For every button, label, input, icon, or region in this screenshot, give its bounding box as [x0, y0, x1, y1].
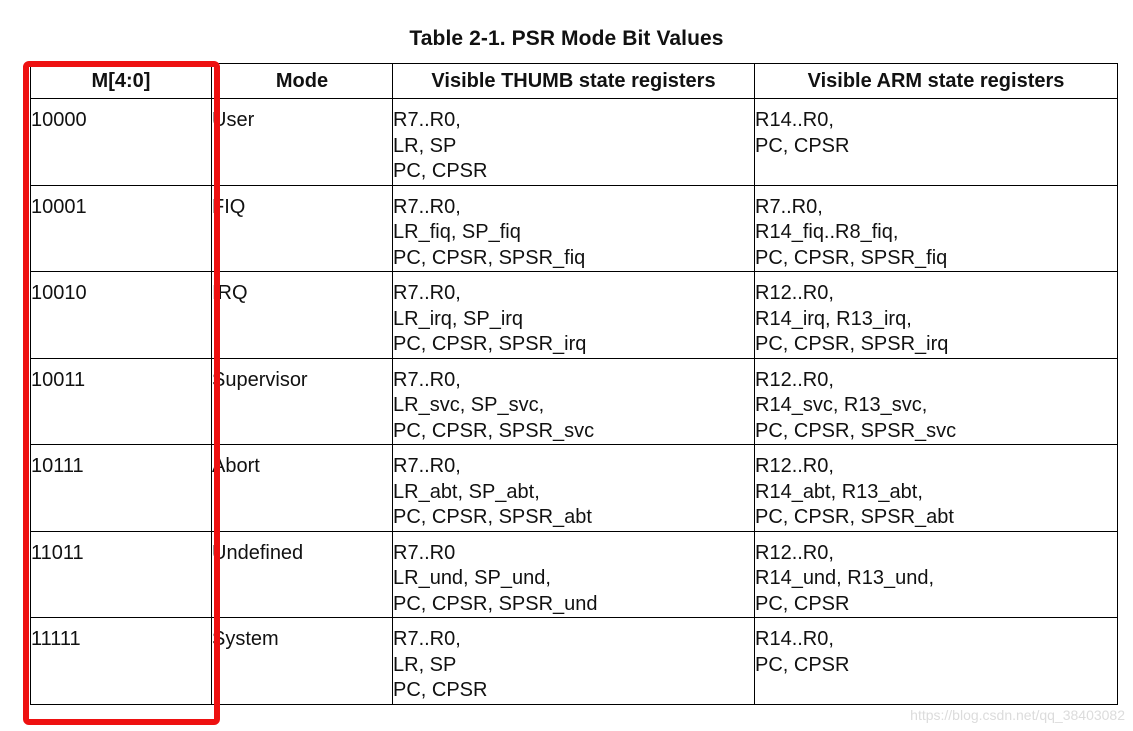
register-line: R12..R0, [755, 541, 834, 564]
register-line: R7..R0, [393, 195, 461, 218]
table-row: 11011 Undefined R7..R0 LR_und, SP_und, P… [30, 530, 1118, 618]
mode-name-cell: IRQ [211, 271, 393, 359]
register-line: PC, CPSR [393, 679, 488, 701]
table-row: 10001 FIQ R7..R0, LR_fiq, SP_fiq PC, CPS… [30, 184, 1118, 272]
register-line: R7..R0, [393, 455, 461, 477]
register-line: LR, SP [393, 134, 457, 157]
register-line: PC, CPSR, SPSR_svc [755, 419, 957, 442]
mode-bits-cell: 10001 [30, 184, 212, 272]
register-line: R7..R0 [393, 541, 456, 564]
register-line: R14_abt, R13_abt, [755, 480, 923, 503]
thumb-registers-cell: R7..R0, LR, SP PC, CPSR [392, 98, 755, 186]
register-line: R14_fiq..R8_fiq, [755, 221, 899, 243]
register-line: R14_svc, R13_svc, [755, 394, 928, 416]
table-row: 10111 Abort R7..R0, LR_abt, SP_abt, PC, … [30, 444, 1118, 532]
arm-registers-cell: R12..R0, R14_abt, R13_abt, PC, CPSR, SPS… [754, 444, 1118, 532]
thumb-registers-cell: R7..R0, LR_abt, SP_abt, PC, CPSR, SPSR_a… [392, 444, 755, 532]
table-row: 10011 Supervisor R7..R0, LR_svc, SP_svc,… [30, 357, 1118, 445]
register-line: PC, CPSR [755, 653, 850, 676]
table-row: 10010 IRQ R7..R0, LR_irq, SP_irq PC, CPS… [30, 271, 1118, 359]
arm-registers-cell: R12..R0, R14_und, R13_und, PC, CPSR [754, 530, 1118, 618]
table-row: 11111 System R7..R0, LR, SP PC, CPSR R14… [30, 617, 1118, 705]
mode-bits-cell: 10011 [30, 357, 212, 445]
register-line: PC, CPSR, SPSR_irq [393, 333, 587, 355]
register-line: PC, CPSR, SPSR_fiq [755, 246, 948, 269]
psr-mode-table: M[4:0] Mode Visible THUMB state register… [30, 63, 1118, 705]
mode-bits-cell: 11111 [30, 617, 212, 705]
register-line: R12..R0, [755, 282, 834, 304]
register-line: PC, CPSR, SPSR_irq [755, 333, 949, 355]
arm-registers-cell: R12..R0, R14_svc, R13_svc, PC, CPSR, SPS… [754, 357, 1118, 445]
thumb-registers-cell: R7..R0 LR_und, SP_und, PC, CPSR, SPSR_un… [392, 530, 755, 618]
register-line: R14..R0, [755, 628, 834, 650]
thumb-registers-cell: R7..R0, LR, SP PC, CPSR [392, 617, 755, 705]
header-arm-registers: Visible ARM state registers [754, 63, 1118, 99]
mode-name-cell: Supervisor [211, 357, 393, 445]
register-line: PC, CPSR, SPSR_svc [393, 419, 595, 442]
header-mode: Mode [211, 63, 393, 99]
table-header-row: M[4:0] Mode Visible THUMB state register… [30, 63, 1118, 99]
register-line: R7..R0, [755, 195, 823, 218]
thumb-registers-cell: R7..R0, LR_fiq, SP_fiq PC, CPSR, SPSR_fi… [392, 184, 755, 272]
header-thumb-registers: Visible THUMB state registers [392, 63, 755, 99]
mode-bits-cell: 10000 [30, 98, 212, 186]
arm-registers-cell: R14..R0, PC, CPSR [754, 98, 1118, 186]
register-line: PC, CPSR, SPSR_und [393, 592, 598, 615]
mode-name-cell: User [211, 98, 393, 186]
mode-name-cell: FIQ [211, 184, 393, 272]
table-title: Table 2-1. PSR Mode Bit Values [409, 27, 724, 50]
register-line: LR_svc, SP_svc, [393, 394, 545, 416]
mode-name-cell: Undefined [211, 530, 393, 618]
arm-registers-cell: R12..R0, R14_irq, R13_irq, PC, CPSR, SPS… [754, 271, 1118, 359]
header-mode-bits: M[4:0] [30, 63, 212, 99]
register-line: R12..R0, [755, 455, 834, 477]
register-line: LR_fiq, SP_fiq [393, 221, 521, 243]
mode-bits-cell: 11011 [30, 530, 212, 618]
register-line: R12..R0, [755, 368, 834, 391]
mode-name-cell: Abort [211, 444, 393, 532]
register-line: PC, CPSR [393, 160, 488, 182]
table-row: 10000 User R7..R0, LR, SP PC, CPSR R14..… [30, 98, 1118, 186]
register-line: R7..R0, [393, 109, 461, 131]
register-line: R7..R0, [393, 628, 461, 650]
register-line: PC, CPSR, SPSR_abt [755, 506, 954, 528]
register-line: R14_und, R13_und, [755, 567, 935, 589]
register-line: R7..R0, [393, 282, 461, 304]
register-line: PC, CPSR [755, 592, 850, 615]
register-line: PC, CPSR, SPSR_fiq [393, 246, 586, 269]
mode-bits-cell: 10010 [30, 271, 212, 359]
thumb-registers-cell: R7..R0, LR_irq, SP_irq PC, CPSR, SPSR_ir… [392, 271, 755, 359]
register-line: LR_und, SP_und, [393, 567, 551, 589]
arm-registers-cell: R7..R0, R14_fiq..R8_fiq, PC, CPSR, SPSR_… [754, 184, 1118, 272]
register-line: LR_irq, SP_irq [393, 307, 524, 330]
register-line: R7..R0, [393, 368, 461, 391]
thumb-registers-cell: R7..R0, LR_svc, SP_svc, PC, CPSR, SPSR_s… [392, 357, 755, 445]
register-line: LR, SP [393, 653, 457, 676]
mode-name-cell: System [211, 617, 393, 705]
register-line: PC, CPSR, SPSR_abt [393, 506, 592, 528]
register-line: PC, CPSR [755, 134, 850, 157]
register-line: LR_abt, SP_abt, [393, 480, 540, 503]
arm-registers-cell: R14..R0, PC, CPSR [754, 617, 1118, 705]
watermark: https://blog.csdn.net/qq_38403082 [910, 707, 1125, 723]
register-line: R14..R0, [755, 109, 834, 131]
register-line: R14_irq, R13_irq, [755, 307, 912, 330]
mode-bits-cell: 10111 [30, 444, 212, 532]
